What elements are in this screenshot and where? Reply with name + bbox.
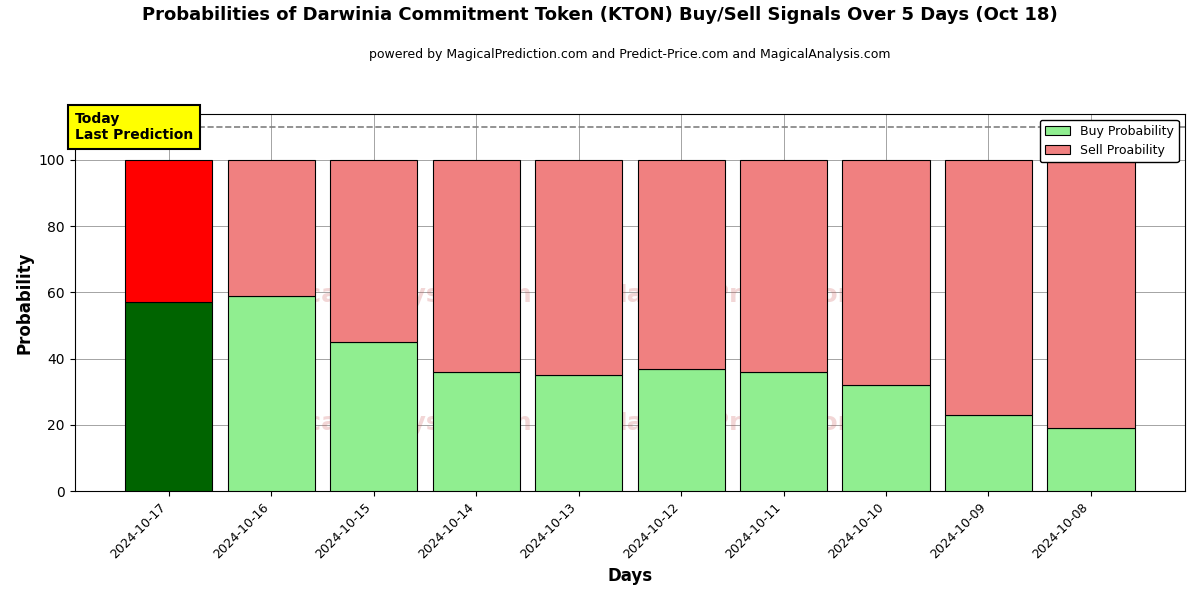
- Bar: [432, 160, 520, 372]
- Bar: [535, 376, 622, 491]
- Bar: [842, 385, 930, 491]
- Text: Today
Last Prediction: Today Last Prediction: [74, 112, 193, 142]
- Bar: [330, 160, 418, 342]
- Legend: Buy Probability, Sell Proability: Buy Probability, Sell Proability: [1040, 120, 1178, 162]
- Text: MagicalAnalysis.com: MagicalAnalysis.com: [239, 411, 533, 435]
- Title: powered by MagicalPrediction.com and Predict-Price.com and MagicalAnalysis.com: powered by MagicalPrediction.com and Pre…: [370, 48, 890, 61]
- Bar: [637, 368, 725, 491]
- Bar: [842, 160, 930, 385]
- Text: MagicalPrediction.com: MagicalPrediction.com: [602, 283, 924, 307]
- Bar: [535, 160, 622, 376]
- Bar: [432, 372, 520, 491]
- Bar: [330, 342, 418, 491]
- X-axis label: Days: Days: [607, 567, 653, 585]
- Bar: [944, 415, 1032, 491]
- Bar: [125, 160, 212, 302]
- Bar: [125, 302, 212, 491]
- Text: MagicalPrediction.com: MagicalPrediction.com: [602, 411, 924, 435]
- Text: MagicalAnalysis.com: MagicalAnalysis.com: [239, 283, 533, 307]
- Bar: [740, 160, 827, 372]
- Bar: [1048, 160, 1134, 428]
- Bar: [228, 296, 314, 491]
- Bar: [944, 160, 1032, 415]
- Bar: [1048, 428, 1134, 491]
- Y-axis label: Probability: Probability: [16, 251, 34, 353]
- Bar: [637, 160, 725, 368]
- Text: Probabilities of Darwinia Commitment Token (KTON) Buy/Sell Signals Over 5 Days (: Probabilities of Darwinia Commitment Tok…: [142, 6, 1058, 24]
- Bar: [740, 372, 827, 491]
- Bar: [228, 160, 314, 296]
